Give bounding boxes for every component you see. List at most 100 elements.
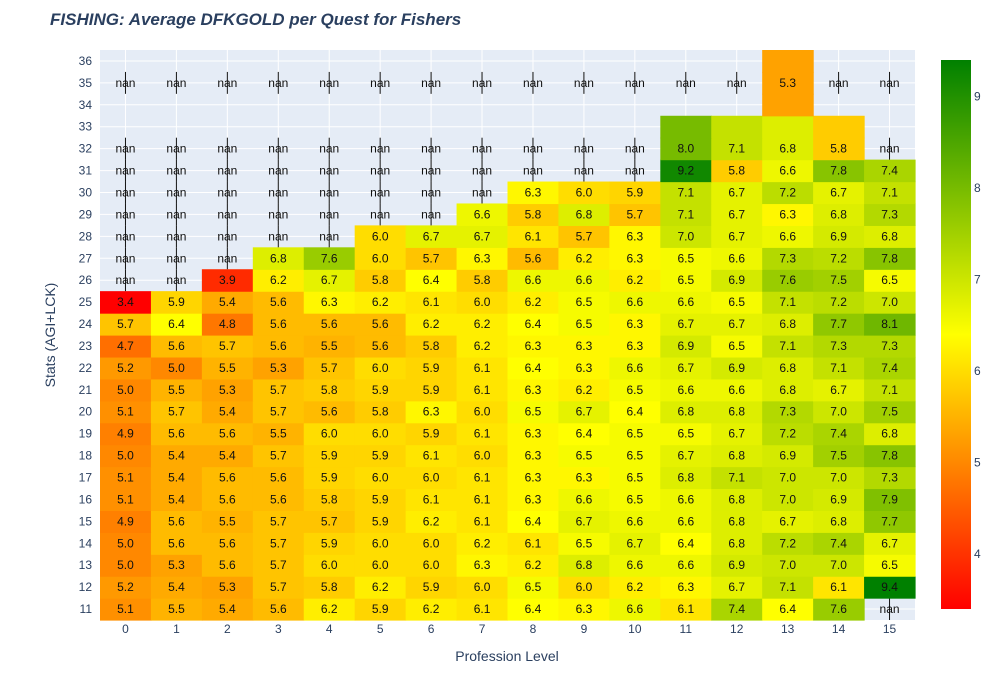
heatmap-cell [252, 313, 305, 336]
cell-label: 6.8 [270, 251, 287, 265]
heatmap-cell [711, 269, 763, 292]
heatmap-cell [609, 378, 661, 402]
cell-label: nan [166, 186, 186, 200]
cell-label: 6.8 [677, 405, 694, 419]
cell-label: 4.9 [117, 514, 134, 528]
y-tick-label: 31 [79, 164, 93, 178]
heatmap-cell [303, 400, 356, 424]
y-tick-label: 18 [79, 449, 93, 463]
cell-label: 7.6 [779, 273, 796, 287]
cell-label: 6.1 [474, 602, 491, 616]
heatmap-cell [864, 532, 916, 555]
heatmap-cell [507, 356, 560, 380]
y-axis-title: Stats (AGI+LCK) [42, 283, 58, 388]
heatmap-cell [201, 466, 254, 490]
heatmap-cell [711, 378, 763, 402]
heatmap-cell [303, 598, 356, 621]
cell-label: nan [421, 142, 441, 156]
cell-label: 6.2 [525, 558, 542, 572]
cell-label: 6.3 [321, 295, 338, 309]
heatmap-cell [507, 203, 560, 226]
heatmap-cell [813, 203, 865, 226]
heatmap-cell [864, 203, 916, 226]
y-tick-label: 36 [79, 54, 93, 68]
heatmap-cell [762, 269, 814, 292]
cell-label: nan [574, 164, 594, 178]
heatmap-cell [507, 466, 560, 490]
cell-label: 5.6 [270, 492, 287, 506]
cell-label: 5.3 [219, 383, 236, 397]
cell-label: 6.1 [474, 427, 491, 441]
cell-label: 6.7 [728, 207, 745, 221]
heatmap-cell [252, 554, 305, 577]
heatmap-cell [507, 225, 560, 248]
heatmap-cell [507, 291, 560, 314]
cell-label: nan [217, 229, 237, 243]
cell-label: 5.9 [423, 427, 440, 441]
cell-label: 5.7 [321, 514, 338, 528]
cell-label: 6.5 [627, 427, 644, 441]
cell-label: 6.2 [423, 602, 440, 616]
cell-label: 7.2 [779, 427, 796, 441]
cell-label: 6.3 [627, 317, 644, 331]
cell-label: 6.1 [474, 492, 491, 506]
heatmap-cell [762, 554, 814, 577]
cell-label: 5.0 [117, 383, 134, 397]
heatmap-cell [558, 466, 610, 490]
heatmap-cell [660, 378, 712, 402]
heatmap-cell [252, 269, 305, 292]
cell-label: 7.0 [779, 558, 796, 572]
heatmap-cell [762, 598, 814, 621]
heatmap-cell [354, 356, 407, 380]
cell-label: 6.0 [372, 251, 389, 265]
cell-label: 5.7 [168, 405, 185, 419]
cell-label: nan [574, 76, 594, 90]
cell-label: 6.2 [525, 295, 542, 309]
heatmap-cell [762, 203, 814, 226]
heatmap-cell [456, 488, 509, 511]
cell-label: 5.6 [270, 317, 287, 331]
cell-label: 5.2 [117, 580, 134, 594]
heatmap-cell [405, 400, 458, 424]
cell-label: 6.7 [474, 229, 491, 243]
cell-label: 6.2 [372, 580, 389, 594]
cell-label: 6.3 [576, 602, 593, 616]
cell-label: 6.2 [474, 339, 491, 353]
cell-label: 5.8 [372, 273, 389, 287]
heatmap-cell [762, 71, 814, 95]
heatmap-cell [609, 554, 661, 577]
heatmap-cell [303, 313, 356, 336]
heatmap-cell [252, 466, 305, 490]
heatmap-cell [507, 554, 560, 577]
cell-label: 6.6 [779, 164, 796, 178]
heatmap-cell [711, 466, 763, 490]
cell-label: 5.4 [219, 449, 236, 463]
x-tick-label: 13 [781, 622, 795, 636]
heatmap-cell [558, 532, 610, 555]
cell-label: 5.6 [219, 558, 236, 572]
y-tick-label: 19 [79, 427, 93, 441]
cell-label: 5.8 [830, 142, 847, 156]
cell-label: 5.8 [423, 339, 440, 353]
y-tick-label: 12 [79, 580, 93, 594]
heatmap-cell [660, 313, 712, 336]
heatmap-cell [456, 466, 509, 490]
cell-label: 6.0 [372, 558, 389, 572]
heatmap-cell [456, 291, 509, 314]
cell-label: 7.0 [779, 492, 796, 506]
cell-label: 6.6 [525, 273, 542, 287]
cell-label: nan [268, 186, 288, 200]
cell-label: 6.3 [525, 471, 542, 485]
heatmap-cell [711, 291, 763, 314]
cell-label: 6.8 [728, 449, 745, 463]
heatmap-cell [456, 247, 509, 270]
heatmap-cell [150, 335, 203, 358]
heatmap-cell [456, 400, 509, 424]
y-tick-label: 24 [79, 317, 93, 331]
cell-label: 6.4 [525, 317, 542, 331]
heatmap-cell [813, 598, 865, 621]
cell-label: nan [319, 229, 339, 243]
cell-label: 5.8 [474, 273, 491, 287]
heatmap-cell [100, 356, 152, 380]
heatmap-cell [762, 159, 814, 183]
